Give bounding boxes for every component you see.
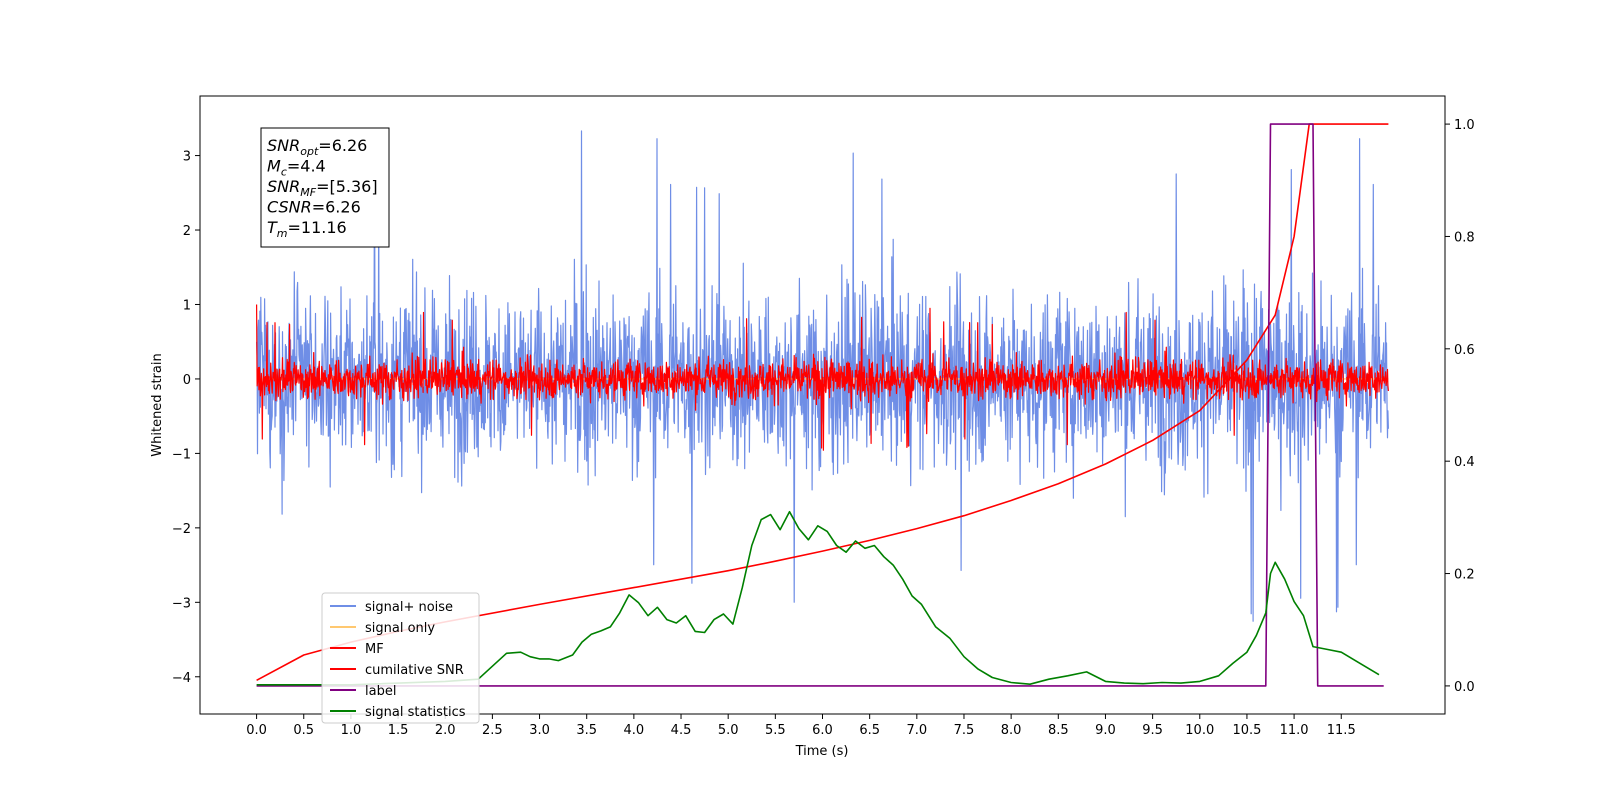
legend-entry-label: cumilative SNR	[365, 663, 464, 678]
legend-entry-label: signal only	[365, 621, 435, 636]
annotation-frame	[260, 127, 390, 248]
y-tick-label: −1	[172, 447, 191, 462]
y-tick-label: 2	[183, 224, 191, 239]
x-tick-label: 2.0	[435, 723, 456, 738]
y-tick-label: 1	[183, 298, 191, 313]
y2-tick-label: 0.8	[1454, 230, 1475, 245]
y-axis-left: −4 −3 −2 −1 0 1 2 3	[172, 150, 200, 686]
annotation-line: Mc=4.4	[267, 157, 326, 179]
x-tick-label: 7.5	[954, 723, 975, 738]
y-tick-label: 0	[183, 373, 191, 388]
x-tick-label: 5.5	[765, 723, 786, 738]
annotation-line: SNRopt=6.26	[267, 136, 367, 158]
x-tick-label: 2.5	[482, 723, 503, 738]
y-axis-right: 0.0 0.2 0.4 0.6 0.8 1.0	[1445, 118, 1475, 695]
x-tick-label: 5.0	[718, 723, 739, 738]
series-line-signal-statistics	[256, 510, 1380, 686]
annotation-line: SNRMF=[5.36]	[267, 177, 378, 199]
y2-tick-label: 0.0	[1454, 680, 1475, 695]
x-tick-label: 8.5	[1048, 723, 1069, 738]
legend-frame	[321, 592, 480, 724]
annotation-line: Tm=11.16	[267, 218, 347, 240]
x-tick-label: 10.0	[1185, 723, 1214, 738]
x-axis-label: Time (s)	[795, 744, 849, 759]
x-tick-label: 6.5	[859, 723, 880, 738]
legend-entry-label: signal+ noise	[365, 600, 453, 615]
x-tick-label: 6.0	[812, 723, 833, 738]
annotation-line: CSNR=6.26	[267, 198, 361, 217]
y-tick-label: 3	[183, 150, 191, 165]
x-tick-label: 0.5	[293, 723, 314, 738]
y-tick-label: −2	[172, 522, 191, 537]
legend-entry-label: label	[365, 684, 396, 699]
series-line-signal-noise	[256, 130, 1389, 622]
x-tick-label: 4.5	[671, 723, 692, 738]
y2-tick-label: 0.4	[1454, 455, 1475, 470]
y2-tick-label: 0.6	[1454, 343, 1475, 358]
y-tick-label: −4	[172, 671, 191, 686]
y-tick-label: −3	[172, 596, 191, 611]
legend: signal+ noise signal only MF cumilative SNR…	[321, 592, 480, 724]
x-tick-label: 7.0	[906, 723, 927, 738]
y-axis-label: Whitened strain	[150, 353, 165, 456]
x-tick-label: 4.0	[624, 723, 645, 738]
series-line-mf	[256, 304, 1389, 451]
x-tick-label: 11.5	[1327, 723, 1356, 738]
x-tick-label: 9.5	[1142, 723, 1163, 738]
x-tick-label: 11.0	[1280, 723, 1309, 738]
x-tick-label: 9.0	[1095, 723, 1116, 738]
x-axis: 0.0 0.5 1.0 1.5 2.0 2.5 3.0 3.5 4.0 4.5 5.0 5.5 6.0 6…	[246, 714, 1356, 738]
legend-entry-label: MF	[365, 642, 384, 657]
series-line-label	[256, 123, 1384, 687]
x-tick-label: 0.0	[246, 723, 267, 738]
annotation-box: SNRopt=6.26Mc=4.4SNRMF=[5.36]CSNR=6.26Tm…	[260, 127, 390, 248]
x-tick-label: 3.0	[529, 723, 550, 738]
x-tick-label: 1.0	[341, 723, 362, 738]
x-tick-label: 8.0	[1001, 723, 1022, 738]
y2-tick-label: 0.2	[1454, 568, 1475, 583]
y2-tick-label: 1.0	[1454, 118, 1475, 133]
x-tick-label: 3.5	[576, 723, 597, 738]
legend-entry-label: signal statistics	[365, 705, 466, 720]
x-tick-label: 10.5	[1232, 723, 1261, 738]
x-tick-label: 1.5	[388, 723, 409, 738]
